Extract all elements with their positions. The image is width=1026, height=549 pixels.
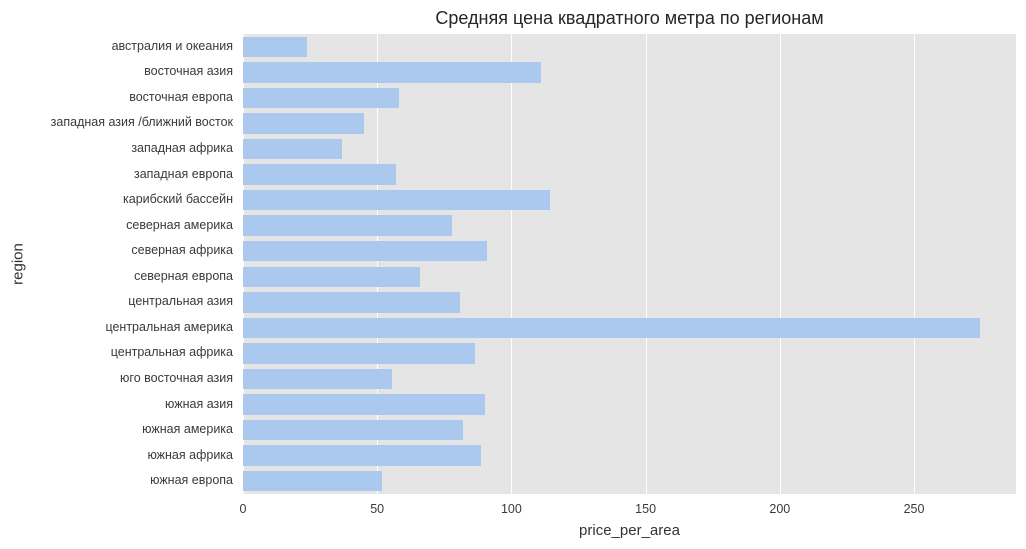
- y-tick-label: карибский бассейн: [123, 192, 233, 207]
- bar: [243, 36, 308, 57]
- bar: [243, 113, 364, 134]
- x-gridline: [511, 34, 513, 494]
- x-gridline: [243, 34, 244, 494]
- x-gridline: [779, 34, 781, 494]
- y-tick-label: южная америка: [142, 422, 233, 437]
- x-tick-label: 150: [635, 502, 657, 516]
- y-tick-label: юго восточная азия: [120, 371, 233, 385]
- bar: [243, 292, 461, 313]
- y-tick-label: северная европа: [134, 268, 233, 283]
- y-axis-label: region: [9, 243, 27, 285]
- bar: [243, 471, 383, 492]
- y-tick-label: восточная азия: [144, 64, 233, 79]
- bar: [243, 215, 453, 236]
- x-tick-label: 0: [239, 502, 247, 516]
- y-tick-label: западная азия /ближний восток: [50, 115, 233, 130]
- bar: [243, 317, 980, 339]
- y-tick-label: центральная африка: [110, 345, 233, 360]
- x-gridline: [377, 34, 379, 494]
- bar: [243, 87, 399, 109]
- bar: [243, 164, 396, 185]
- y-tick-label: западная африка: [131, 141, 233, 155]
- x-axis-label: price_per_area: [579, 522, 680, 539]
- y-tick-label: западная европа: [133, 166, 233, 181]
- bar: [243, 189, 551, 211]
- y-tick-label: центральная америка: [105, 319, 233, 334]
- x-gridline: [914, 34, 915, 494]
- x-tick-label: 50: [370, 502, 385, 516]
- bar: [243, 419, 464, 441]
- x-tick-label: 250: [903, 502, 925, 516]
- y-tick-label: восточная европа: [129, 89, 233, 104]
- y-tick-label: австралия и океания: [111, 38, 233, 53]
- x-tick-label: 200: [769, 502, 791, 516]
- y-tick-label: северная америка: [126, 217, 233, 232]
- y-tick-label: южная азия: [165, 396, 233, 411]
- y-tick-label: южная европа: [150, 473, 233, 488]
- y-tick-label: центральная азия: [128, 294, 233, 309]
- bar: [243, 241, 488, 262]
- y-tick-label: южная африка: [147, 447, 233, 462]
- x-tick-label: 100: [500, 502, 522, 516]
- bar: [243, 368, 392, 390]
- y-tick-label: северная африка: [131, 243, 233, 258]
- x-gridline: [645, 34, 647, 494]
- bar: [243, 394, 485, 415]
- bar: [243, 62, 541, 83]
- bar: [243, 138, 343, 160]
- bar: [243, 266, 421, 287]
- bar: [243, 343, 476, 364]
- chart-title: Средняя цена квадратного метра по регион…: [435, 8, 824, 28]
- plot-area: [243, 34, 1016, 494]
- bar: [243, 445, 482, 466]
